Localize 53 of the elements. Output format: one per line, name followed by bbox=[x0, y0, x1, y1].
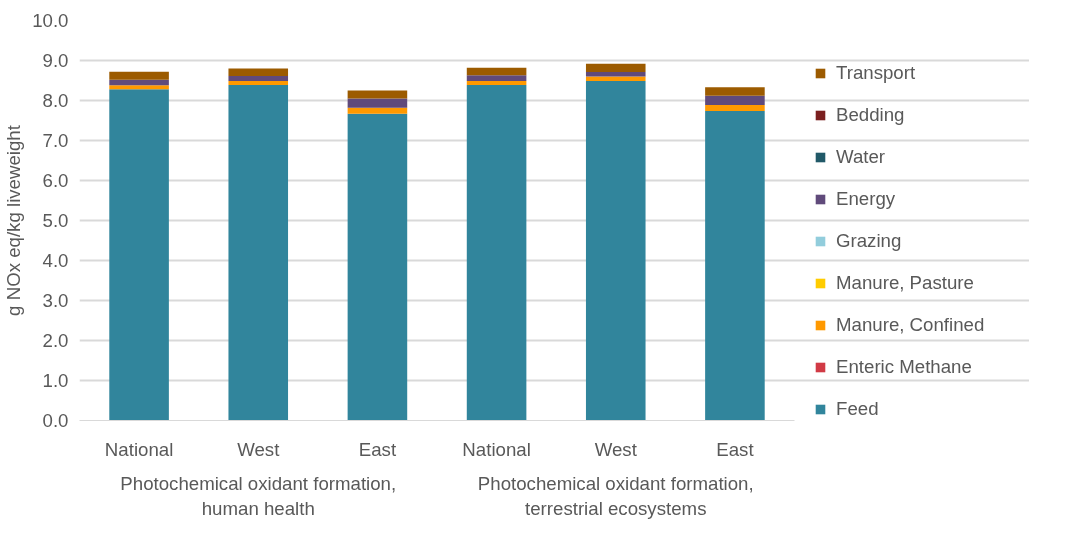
legend-label: Manure, Confined bbox=[836, 314, 985, 336]
y-tick-label: 1.0 bbox=[42, 370, 69, 391]
bar bbox=[109, 79, 169, 86]
x-tick-label: National bbox=[104, 438, 174, 460]
bar bbox=[347, 90, 408, 99]
legend-label: Water bbox=[836, 146, 886, 168]
x-tick-label: National bbox=[462, 438, 531, 460]
bar bbox=[705, 104, 765, 111]
x-tick-label: East bbox=[716, 438, 755, 460]
bar bbox=[705, 87, 765, 96]
legend-label: Transport bbox=[836, 62, 916, 84]
legend-label: Energy bbox=[836, 188, 896, 210]
y-tick-label: 2.0 bbox=[42, 330, 69, 351]
bar bbox=[347, 107, 408, 114]
bar bbox=[705, 95, 765, 105]
text: Photochemical oxidant formation, terrestrial ecosystems bbox=[477, 472, 754, 519]
text: Photochemical oxidant formation, human health bbox=[120, 472, 397, 519]
legend-label: Enteric Methane bbox=[836, 356, 972, 378]
bar bbox=[585, 76, 646, 81]
bar bbox=[228, 84, 289, 421]
bar bbox=[466, 75, 527, 81]
y-tick-label: 0.0 bbox=[42, 410, 69, 431]
legend-label: Feed bbox=[836, 398, 879, 420]
y-tick-label: 9.0 bbox=[42, 50, 69, 71]
y-tick-label: 3.0 bbox=[42, 290, 69, 311]
x-tick-label: East bbox=[358, 438, 397, 460]
y-tick-label: 5.0 bbox=[42, 210, 69, 231]
x-tick-label: West bbox=[594, 438, 638, 460]
y-tick-label: 6.0 bbox=[42, 170, 69, 191]
y-tick-label: 8.0 bbox=[42, 90, 69, 111]
bar bbox=[228, 80, 289, 85]
bar bbox=[109, 85, 169, 90]
legend-label: Manure, Pasture bbox=[836, 272, 974, 294]
bar bbox=[466, 84, 527, 421]
bar bbox=[228, 68, 289, 77]
y-tick-label: 10.0 bbox=[32, 10, 69, 31]
bar bbox=[585, 72, 646, 77]
y-tick-label: 4.0 bbox=[42, 250, 69, 271]
bar bbox=[228, 76, 289, 81]
bar bbox=[585, 80, 646, 421]
bar bbox=[347, 113, 408, 421]
bar bbox=[109, 89, 169, 421]
bar bbox=[109, 71, 169, 80]
bar bbox=[585, 63, 646, 73]
bar bbox=[705, 110, 765, 421]
y-axis-title: g NOx eq/kg liveweight bbox=[3, 124, 25, 316]
bar bbox=[466, 67, 527, 76]
legend-label: Grazing bbox=[836, 230, 902, 252]
legend-label: Bedding bbox=[836, 104, 905, 126]
bar bbox=[466, 80, 527, 85]
y-tick-label: 7.0 bbox=[42, 130, 69, 151]
x-tick-label: West bbox=[237, 438, 281, 460]
bar bbox=[347, 98, 408, 108]
